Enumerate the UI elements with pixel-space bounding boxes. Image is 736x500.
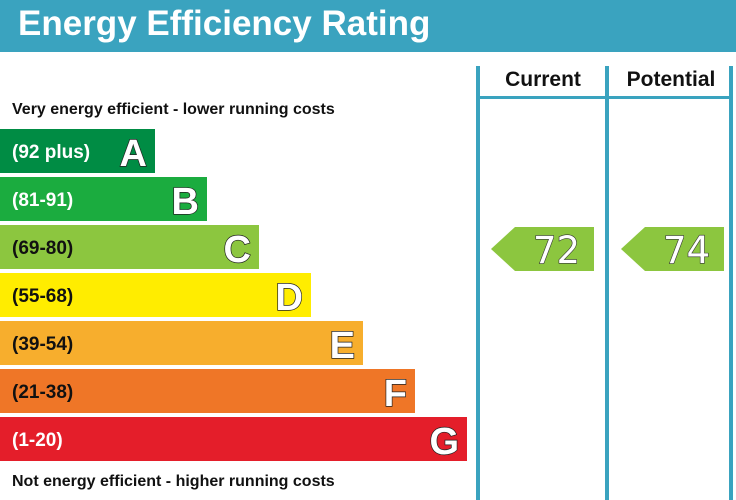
band-letter-b: B [172,181,199,223]
rating-arrow-current [491,227,594,271]
band-bar-b [0,177,207,221]
column-header-rule [476,96,733,99]
column-header-current: Current [505,68,581,91]
band-range-e: (39-54) [12,334,73,355]
band-range-c: (69-80) [12,238,73,259]
band-range-g: (1-20) [12,430,63,451]
band-range-b: (81-91) [12,190,73,211]
band-bar-d [0,273,311,317]
band-letter-a: A [120,133,147,175]
band-bars: (92 plus) A (81-91) B (69-80) C (55-68) D (39-54… [0,129,467,464]
rating-arrow-potential [621,227,724,271]
chart-title: Energy Efficiency Rating [18,4,431,43]
band-range-d: (55-68) [12,286,73,307]
bottom-note: Not energy efficient - higher running co… [12,473,335,490]
band-letter-c: C [224,229,251,271]
column-divider-left [476,66,480,500]
band-bar-f [0,369,415,413]
band-bar-a [0,129,155,173]
band-letter-e: E [330,325,355,367]
column-divider-middle [605,66,609,500]
top-note: Very energy efficient - lower running co… [12,101,335,118]
rating-arrows: 72 74 [491,227,724,273]
band-range-a: (92 plus) [12,142,90,163]
rating-value-potential: 74 [663,229,710,272]
rating-value-current: 72 [533,229,580,272]
band-letter-g: G [429,421,459,463]
column-divider-right [729,66,733,500]
header-bar: Energy Efficiency Rating [0,0,736,52]
band-range-f: (21-38) [12,382,73,403]
band-letter-d: D [276,277,303,319]
band-bar-c [0,225,259,269]
band-bar-e [0,321,363,365]
column-header-potential: Potential [627,68,716,91]
epc-chart: Very energy efficient - lower running co… [0,66,733,500]
band-letter-f: F [384,373,407,415]
band-bar-g [0,417,467,461]
rating-columns: Current Potential [476,66,733,500]
